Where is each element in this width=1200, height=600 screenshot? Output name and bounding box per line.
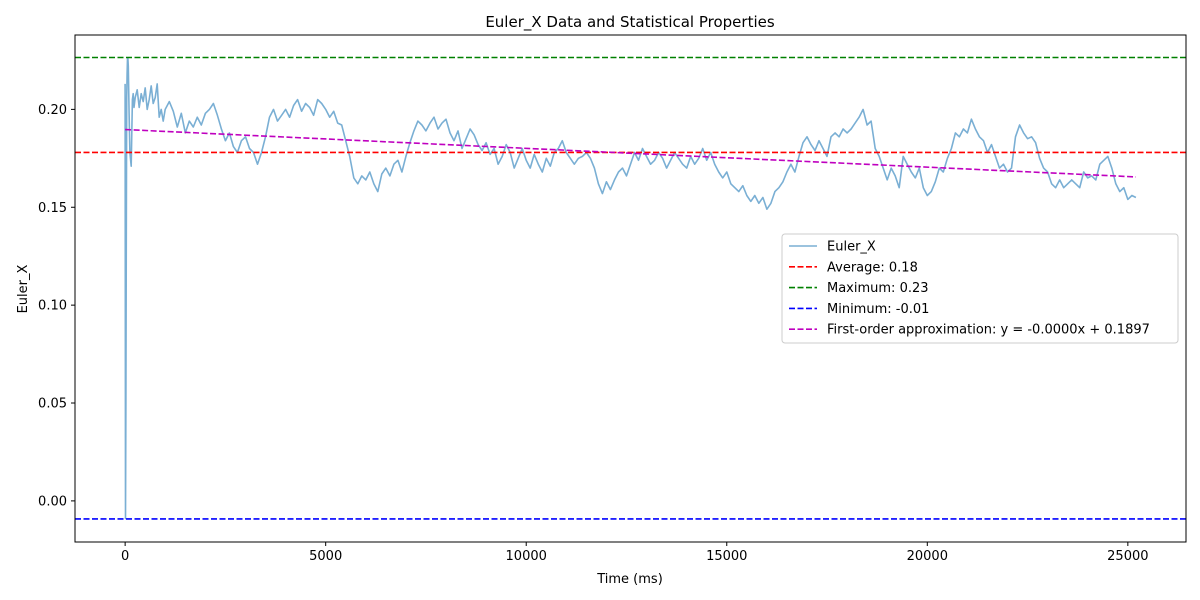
x-tick-label: 15000 bbox=[706, 549, 747, 564]
legend-label: Average: 0.18 bbox=[827, 260, 918, 275]
y-axis-ticks: 0.00 0.05 0.10 0.15 0.20 bbox=[38, 103, 75, 509]
series-layer bbox=[75, 56, 1186, 520]
y-tick-label: 0.10 bbox=[38, 299, 67, 314]
legend-label: Maximum: 0.23 bbox=[827, 281, 929, 296]
legend-box bbox=[781, 233, 1179, 344]
chart-title: Euler_X Data and Statistical Properties bbox=[485, 13, 775, 32]
y-tick-label: 0.20 bbox=[38, 103, 67, 118]
legend-label: Euler_X bbox=[827, 240, 876, 255]
y-tick-label: 0.15 bbox=[38, 201, 67, 216]
x-axis-ticks: 0 5000 10000 15000 20000 25000 bbox=[121, 542, 1149, 564]
x-tick-label: 10000 bbox=[506, 549, 547, 564]
y-tick-label: 0.05 bbox=[38, 397, 67, 412]
legend-label: First-order approximation: y = -0.0000x … bbox=[827, 323, 1150, 338]
y-tick-label: 0.00 bbox=[38, 494, 67, 509]
x-tick-label: 5000 bbox=[309, 549, 342, 564]
legend-label: Minimum: -0.01 bbox=[827, 302, 929, 317]
y-axis-title: Euler_X bbox=[16, 265, 31, 314]
x-axis-title: Time (ms) bbox=[596, 572, 663, 587]
x-tick-label: 0 bbox=[121, 549, 129, 564]
x-tick-label: 25000 bbox=[1107, 549, 1148, 564]
series-euler-x-line bbox=[124, 57, 1137, 520]
x-tick-label: 20000 bbox=[907, 549, 948, 564]
plot-frame bbox=[74, 34, 1187, 543]
series-trend-line bbox=[125, 128, 1136, 178]
legend: Euler_X Average: 0.18 Maximum: 0.23 Minimum… bbox=[781, 233, 1179, 344]
